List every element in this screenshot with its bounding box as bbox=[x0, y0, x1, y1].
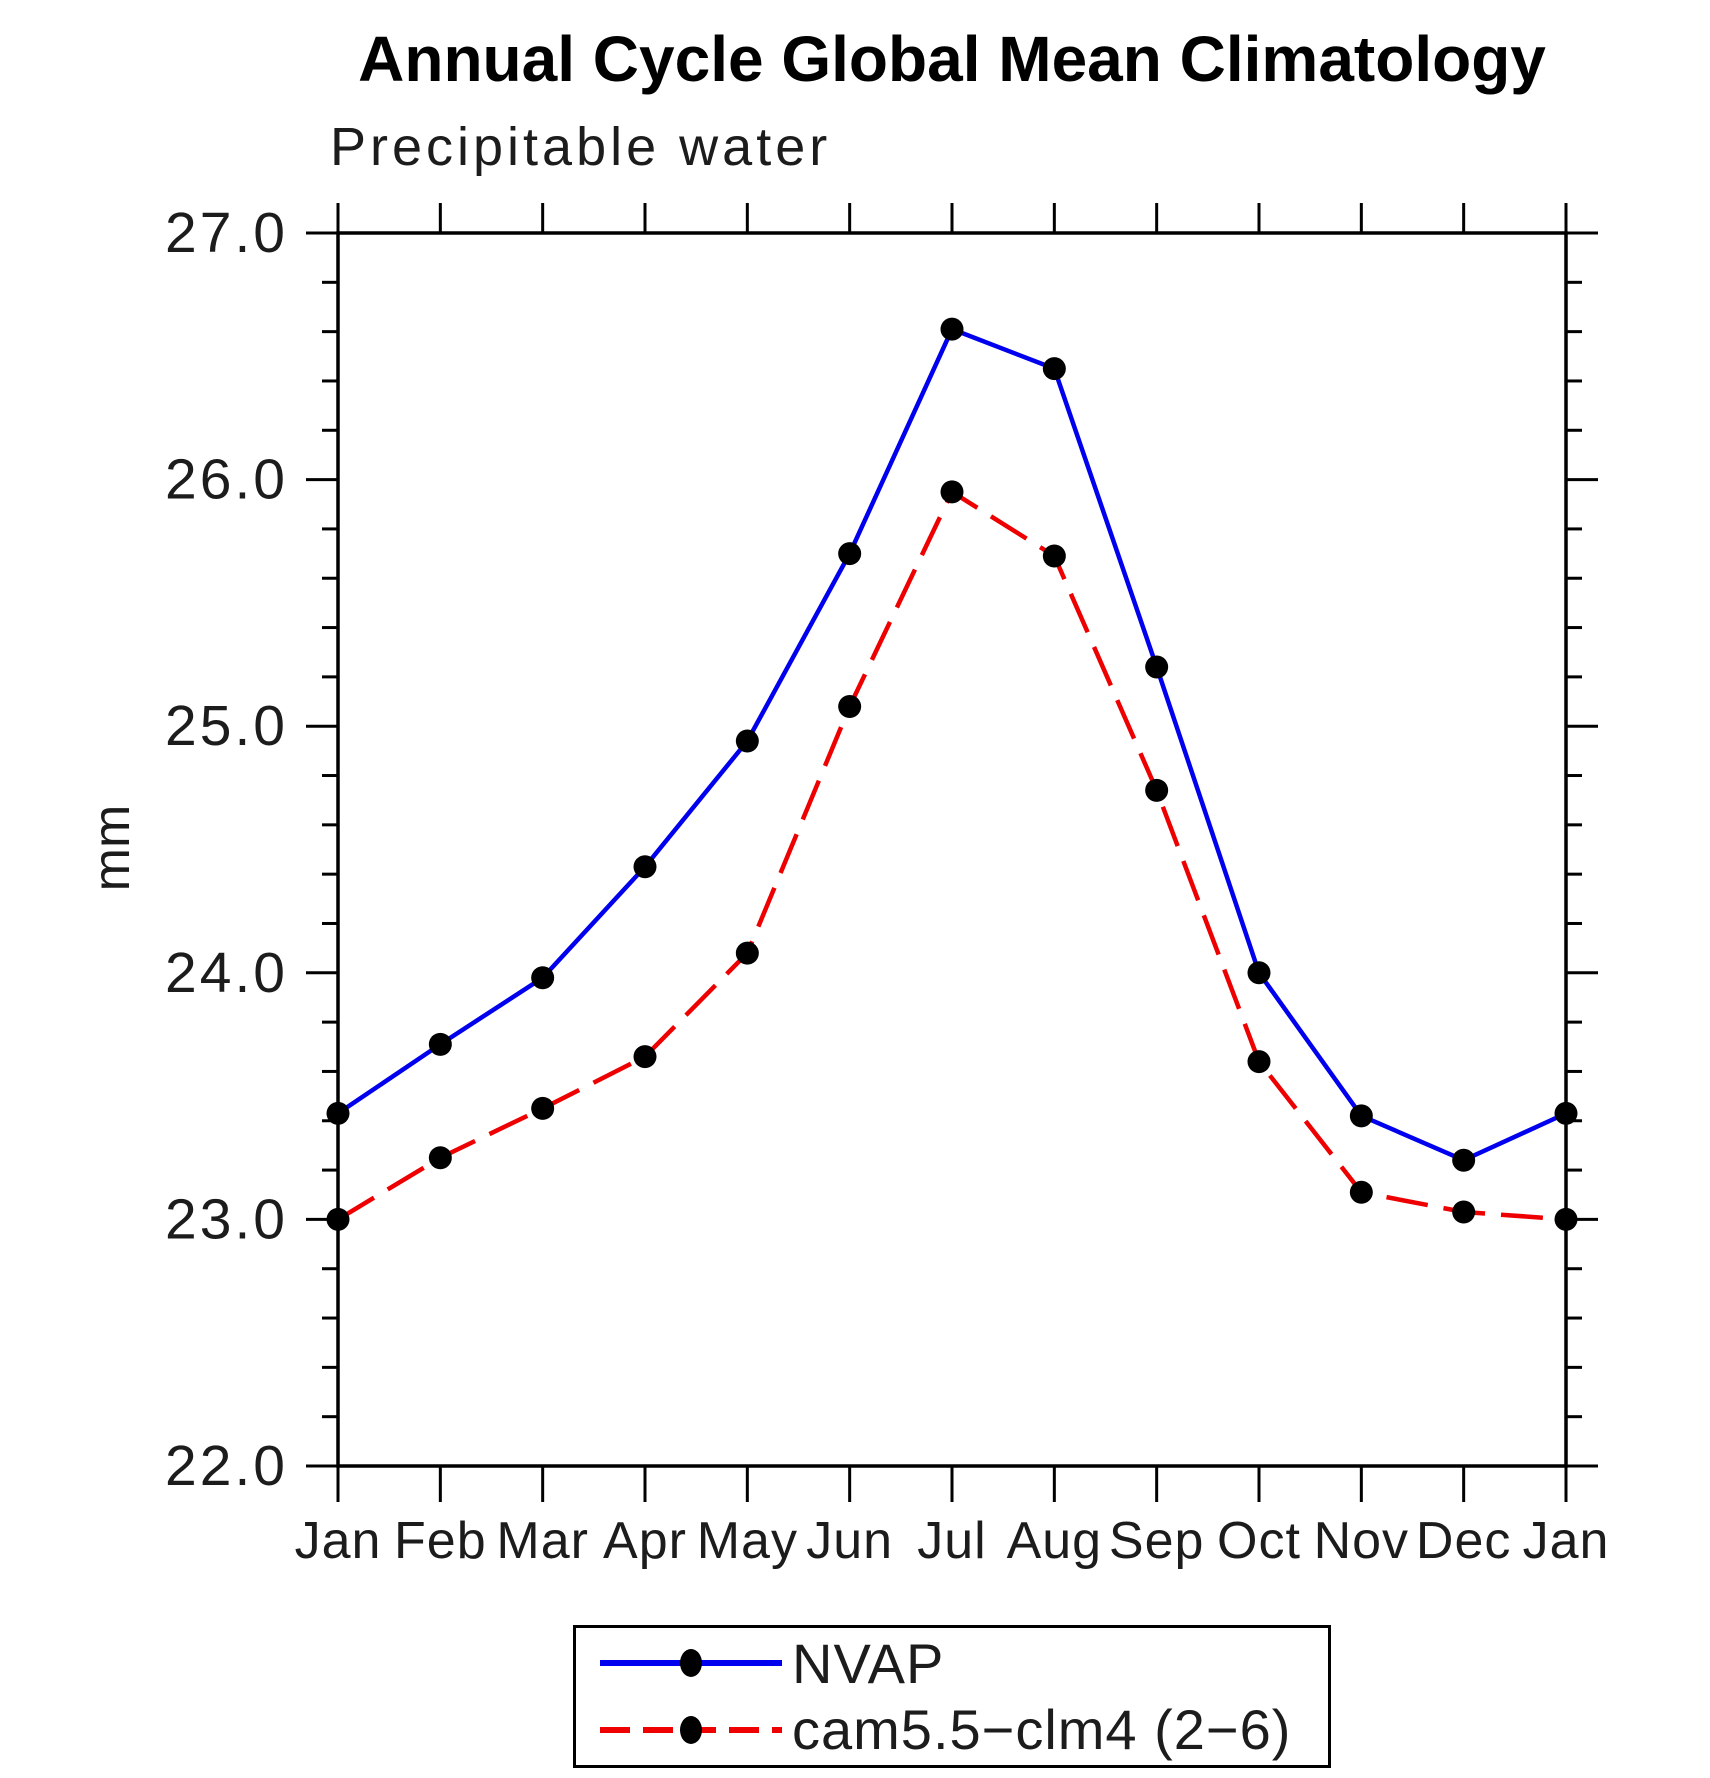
svg-text:Sep: Sep bbox=[1109, 1512, 1205, 1570]
x-axis-ticks: Jan Feb Mar Apr May Jun Jul Aug Sep Oct Nov Dec Jan bbox=[295, 203, 1610, 1570]
legend-item-cam: cam5.5−clm4 (2−6) bbox=[576, 1698, 1328, 1762]
svg-text:26.0: 26.0 bbox=[165, 448, 288, 512]
series-line-1 bbox=[336, 488, 1567, 1222]
legend-label-nvap: NVAP bbox=[792, 1631, 945, 1695]
series-markers-0 bbox=[326, 317, 1578, 1172]
svg-text:Jan: Jan bbox=[295, 1512, 382, 1570]
svg-text:24.0: 24.0 bbox=[165, 941, 288, 1005]
svg-text:Oct: Oct bbox=[1217, 1512, 1301, 1570]
svg-text:Jun: Jun bbox=[806, 1512, 893, 1570]
cam-dashed-line-swatch bbox=[600, 1715, 782, 1744]
svg-text:Nov: Nov bbox=[1314, 1512, 1409, 1570]
svg-text:Aug: Aug bbox=[1007, 1512, 1103, 1570]
series-markers-1 bbox=[326, 480, 1578, 1231]
nvap-line-swatch bbox=[600, 1649, 782, 1678]
svg-text:22.0: 22.0 bbox=[165, 1434, 288, 1498]
legend-item-nvap: NVAP bbox=[576, 1631, 1328, 1695]
axis-frame bbox=[336, 231, 1568, 1468]
svg-text:Feb: Feb bbox=[394, 1512, 487, 1570]
legend-label-cam: cam5.5−clm4 (2−6) bbox=[792, 1698, 1292, 1762]
series-line-0 bbox=[336, 326, 1567, 1163]
svg-text:Jul: Jul bbox=[917, 1512, 986, 1570]
svg-text:27.0: 27.0 bbox=[165, 201, 288, 265]
svg-text:May: May bbox=[697, 1512, 798, 1570]
svg-text:23.0: 23.0 bbox=[165, 1187, 288, 1251]
svg-text:25.0: 25.0 bbox=[165, 694, 288, 758]
y-axis-ticks: 22.0 23.0 24.0 25.0 26.0 27.0 bbox=[165, 201, 1598, 1498]
legend-box: NVAP cam5.5−clm4 (2−6) bbox=[573, 1625, 1331, 1768]
chart-subtitle: Precipitable water bbox=[330, 117, 832, 177]
chart-title: Annual Cycle Global Mean Climatology bbox=[358, 23, 1546, 95]
svg-text:Jan: Jan bbox=[1523, 1512, 1610, 1570]
svg-text:Apr: Apr bbox=[603, 1512, 687, 1570]
svg-text:Dec: Dec bbox=[1416, 1512, 1511, 1570]
svg-text:Mar: Mar bbox=[496, 1512, 589, 1570]
